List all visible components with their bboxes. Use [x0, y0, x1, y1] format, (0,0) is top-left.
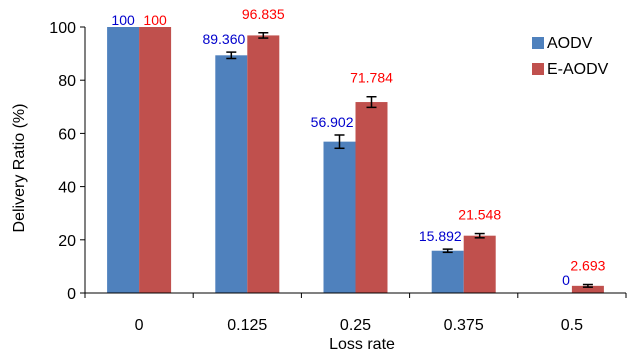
x-tick-label: 0.125: [227, 317, 267, 334]
error-bars-layer: [226, 32, 593, 288]
legend-label-e-aodv: E-AODV: [547, 61, 609, 78]
y-ticks: 0 20 40 60 80 100: [49, 20, 85, 303]
bar-e-aodv: [139, 27, 172, 293]
x-tick-label: 0.375: [444, 317, 484, 334]
x-axis-label: Loss rate: [329, 336, 395, 351]
y-tick-label: 60: [58, 126, 76, 143]
axes-layer: [84, 27, 626, 294]
data-label-aodv: 56.902: [311, 114, 354, 130]
bar-e-aodv: [247, 35, 280, 294]
y-tick-label: 100: [49, 20, 76, 37]
data-label-aodv: 0: [562, 272, 570, 288]
bar-aodv: [215, 55, 248, 293]
legend-swatch-aodv: [532, 37, 544, 49]
data-label-aodv: 89.360: [202, 31, 245, 47]
bars-layer: [107, 27, 604, 294]
y-tick-label: 0: [67, 286, 76, 303]
y-tick-label: 20: [58, 233, 76, 250]
data-label-aodv: 15.892: [419, 228, 462, 244]
legend-swatch-e-aodv: [532, 63, 544, 75]
data-labels-layer: 100 89.360 56.902 15.892 0 100 96.835 71.784 21.…: [111, 6, 605, 288]
y-tick-label: 40: [58, 180, 76, 197]
data-label-e-aodv: 100: [143, 12, 167, 28]
data-label-e-aodv: 71.784: [350, 70, 393, 86]
bar-aodv: [107, 27, 140, 293]
legend: AODV E-AODV: [532, 35, 609, 78]
data-label-e-aodv: 96.835: [242, 6, 285, 22]
bar-e-aodv: [571, 285, 604, 293]
x-ticks: 0 0.125 0.25 0.375 0.5: [84, 293, 627, 334]
bar-aodv: [323, 141, 356, 293]
bar-e-aodv: [355, 102, 388, 293]
y-tick-label: 80: [58, 73, 76, 90]
data-label-aodv: 100: [111, 12, 135, 28]
data-label-e-aodv: 2.693: [570, 258, 605, 274]
y-axis-label: Delivery Ratio (%): [11, 104, 28, 233]
data-label-e-aodv: 21.548: [458, 207, 501, 223]
x-tick-label: 0.25: [340, 317, 371, 334]
bar-e-aodv: [463, 235, 496, 293]
x-tick-label: 0: [135, 317, 144, 334]
bar-aodv: [431, 250, 464, 293]
legend-label-aodv: AODV: [547, 35, 593, 52]
x-tick-label: 0.5: [561, 317, 583, 334]
